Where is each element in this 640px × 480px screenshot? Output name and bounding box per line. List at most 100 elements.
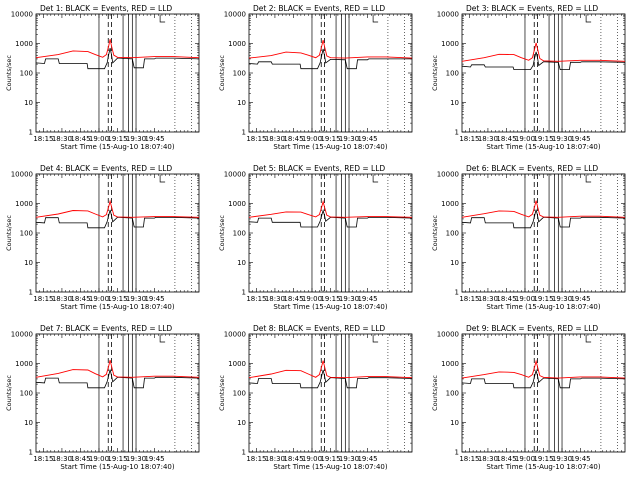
y-tick-label: 1 [29,129,33,137]
x-tick-label: 19:45 [357,295,377,303]
y-tick-label: 1 [242,289,246,297]
y-tick-label: 10 [450,419,459,427]
y-axis-label: Counts/sec [431,375,439,411]
x-tick-label: 18:15 [459,135,479,143]
x-axis-label: Start Time (15-Aug-10 18:07:40) [273,463,387,471]
y-tick-label: 1 [455,129,459,137]
x-tick-label: 18:30 [265,455,285,463]
x-tick-label: 18:15 [246,135,266,143]
y-axis-label: Counts/sec [218,375,226,411]
x-tick-label: 18:15 [459,455,479,463]
x-tick-label: 18:45 [496,135,516,143]
y-tick-label: 1 [29,289,33,297]
y-tick-label: 1 [455,289,459,297]
x-tick-label: 19:00 [302,295,322,303]
x-tick-label: 19:45 [357,455,377,463]
x-tick-label: 19:00 [515,455,535,463]
y-tick-label: 1000 [228,40,246,48]
bracket-marker [372,15,379,23]
plot-frame [248,173,413,293]
x-tick-label: 19:00 [515,295,535,303]
bracket-marker [159,15,166,23]
y-tick-label: 10000 [11,171,33,179]
lld-series-line [248,360,413,379]
x-tick-label: 18:30 [52,135,72,143]
y-tick-label: 100 [446,390,459,398]
x-tick-label: 18:45 [283,135,303,143]
y-tick-label: 10000 [224,331,246,339]
x-tick-label: 18:45 [496,295,516,303]
x-tick-label: 19:15 [320,455,340,463]
x-axis-label: Start Time (15-Aug-10 18:07:40) [486,143,600,151]
y-tick-label: 10 [237,259,246,267]
panel-1: Det 1: BLACK = Events, RED = LLD 1 10 100 10… [5,4,200,151]
x-axis-label: Start Time (15-Aug-10 18:07:40) [273,303,387,311]
y-tick-label: 1000 [15,200,33,208]
y-axis-label: Counts/sec [5,215,13,251]
y-tick-label: 10000 [224,11,246,19]
y-tick-label: 1000 [441,200,459,208]
panel-3: Det 3: BLACK = Events, RED = LLD 1 10 100 10… [431,4,626,151]
x-tick-label: 18:30 [265,295,285,303]
plot-frame [461,333,626,453]
plot-frame [461,173,626,293]
panel-8: Det 8: BLACK = Events, RED = LLD 1 10 100 10… [218,324,413,471]
x-tick-label: 19:45 [570,295,590,303]
x-tick-label: 19:30 [552,295,572,303]
y-tick-label: 100 [233,390,246,398]
y-tick-label: 1000 [441,360,459,368]
events-series-line [461,51,626,70]
x-tick-label: 19:30 [339,455,359,463]
events-series-line [248,369,413,389]
panel-7: Det 7: BLACK = Events, RED = LLD 1 10 100 10… [5,324,200,471]
events-series-line [35,48,200,70]
x-tick-label: 19:00 [515,135,535,143]
x-axis-label: Start Time (15-Aug-10 18:07:40) [60,463,174,471]
x-axis-label: Start Time (15-Aug-10 18:07:40) [486,303,600,311]
x-axis-label: Start Time (15-Aug-10 18:07:40) [486,463,600,471]
panel-title: Det 3: BLACK = Events, RED = LLD [466,4,598,13]
plot-frame [461,13,626,133]
y-tick-label: 1000 [15,40,33,48]
y-axis-label: Counts/sec [218,215,226,251]
panel-title: Det 5: BLACK = Events, RED = LLD [253,164,385,173]
x-axis-label: Start Time (15-Aug-10 18:07:40) [60,143,174,151]
lld-series-line [248,40,413,59]
plot-frame [35,173,200,293]
x-tick-label: 18:45 [70,295,90,303]
y-tick-label: 1 [242,129,246,137]
x-tick-label: 18:45 [283,455,303,463]
y-tick-label: 1000 [15,360,33,368]
x-tick-label: 19:15 [533,295,553,303]
y-tick-label: 10 [237,419,246,427]
y-tick-label: 10 [24,99,33,107]
x-tick-label: 18:45 [283,295,303,303]
x-tick-label: 19:45 [144,135,164,143]
y-tick-label: 100 [20,390,33,398]
plot-frame [35,333,200,453]
bracket-marker [159,175,166,183]
x-tick-label: 19:30 [552,455,572,463]
x-tick-label: 18:15 [459,295,479,303]
y-tick-label: 10000 [437,331,459,339]
y-tick-label: 10000 [11,331,33,339]
events-series-line [248,209,413,228]
x-tick-label: 19:00 [302,455,322,463]
lld-series-line [461,42,626,62]
x-tick-label: 19:30 [339,135,359,143]
x-tick-label: 19:15 [533,455,553,463]
x-tick-label: 19:15 [107,135,127,143]
panel-title: Det 7: BLACK = Events, RED = LLD [40,324,172,333]
lld-series-line [461,359,626,379]
x-tick-label: 19:30 [126,455,146,463]
x-tick-label: 18:30 [52,455,72,463]
y-axis-label: Counts/sec [431,55,439,91]
y-axis-label: Counts/sec [5,375,13,411]
x-tick-label: 19:15 [107,455,127,463]
bracket-marker [159,335,166,343]
y-tick-label: 100 [233,70,246,78]
x-tick-label: 18:30 [478,295,498,303]
x-tick-label: 19:00 [302,135,322,143]
x-tick-label: 18:30 [265,135,285,143]
